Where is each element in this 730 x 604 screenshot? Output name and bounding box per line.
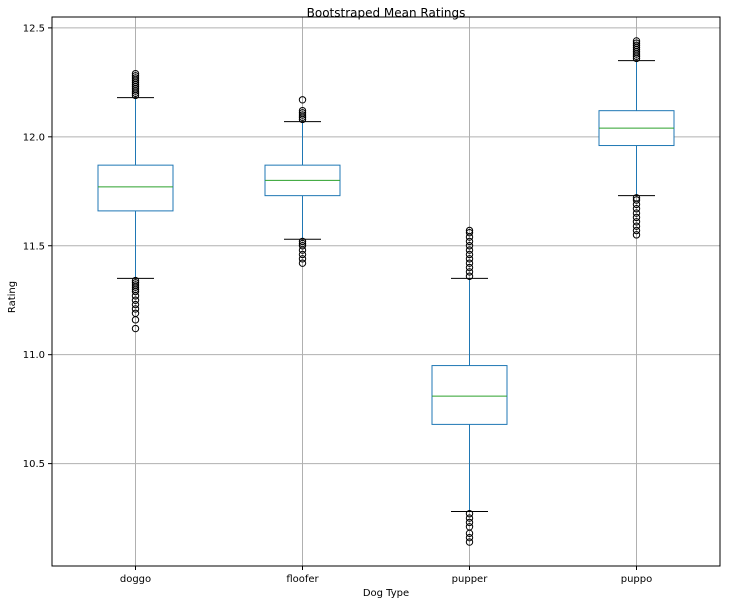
flier-point (298, 106, 307, 115)
plot-frame (51, 16, 721, 567)
y-tick-label: 12.5 (23, 23, 45, 34)
flier-point (632, 218, 641, 226)
flier-point (465, 246, 474, 254)
flier-point (298, 237, 307, 246)
iqr-box (431, 365, 508, 425)
flier-point (465, 226, 474, 235)
flier-point (632, 205, 641, 213)
flier-point (465, 263, 474, 272)
flier-point (632, 196, 641, 204)
chart-title: Bootstraped Mean Ratings (307, 6, 466, 20)
x-tick-label: doggo (120, 574, 151, 585)
box-pupper (431, 226, 508, 546)
flier-point (131, 309, 140, 317)
flier-point (131, 281, 140, 289)
flier-point (298, 96, 307, 104)
flier-point (465, 272, 474, 280)
flier-point (632, 222, 641, 230)
y-tick-label: 12.0 (23, 132, 45, 143)
x-tick-label: pupper (452, 574, 489, 585)
flier-point (632, 213, 641, 222)
box-doggo (97, 69, 174, 333)
iqr-box (97, 164, 174, 212)
flier-point (632, 209, 641, 217)
flier-point (465, 250, 474, 259)
flier-point (632, 41, 641, 50)
flier-point (131, 300, 140, 309)
y-tick-label: 10.5 (23, 459, 45, 470)
flier-point (632, 37, 641, 45)
flier-point (131, 324, 140, 333)
flier-point (131, 69, 140, 78)
flier-point (465, 518, 474, 527)
y-axis: 10.5 11.0 11.5 12.0 12.5 (23, 23, 52, 470)
flier-point (298, 109, 307, 117)
flier-point (465, 268, 474, 276)
x-tick-label: puppo (621, 574, 653, 585)
flier-point (131, 276, 140, 285)
y-axis-label: Rating (7, 281, 18, 313)
flier-point (298, 242, 307, 250)
flier-point (465, 533, 474, 542)
flier-point (298, 259, 307, 267)
flier-point (298, 239, 307, 248)
flier-point (632, 39, 641, 47)
flier-point (131, 296, 140, 304)
x-axis-label: Dog Type (363, 588, 409, 599)
flier-point (465, 237, 474, 246)
flier-point (298, 255, 307, 263)
flier-point (298, 250, 307, 259)
flier-point (632, 194, 641, 202)
flier-point (632, 231, 641, 239)
plot-area (97, 37, 675, 546)
flier-point (632, 226, 641, 235)
box-floofer (264, 96, 341, 267)
flier-point (465, 523, 474, 531)
flier-point (465, 259, 474, 267)
grid-lines (52, 17, 720, 566)
flier-point (131, 72, 140, 80)
flier-point (298, 111, 307, 119)
x-axis: doggo floofer pupper puppo (120, 566, 652, 585)
flier-point (465, 242, 474, 250)
flier-point (131, 305, 140, 313)
box-puppo (598, 37, 675, 239)
flier-point (465, 255, 474, 263)
flier-point (131, 74, 140, 82)
flier-point (465, 228, 474, 237)
x-tick-label: floofer (286, 574, 319, 585)
y-tick-label: 11.0 (23, 350, 45, 361)
flier-point (131, 279, 140, 287)
flier-point (465, 510, 474, 518)
flier-point (465, 514, 474, 522)
flier-point (465, 538, 474, 546)
y-tick-label: 11.5 (23, 241, 45, 252)
